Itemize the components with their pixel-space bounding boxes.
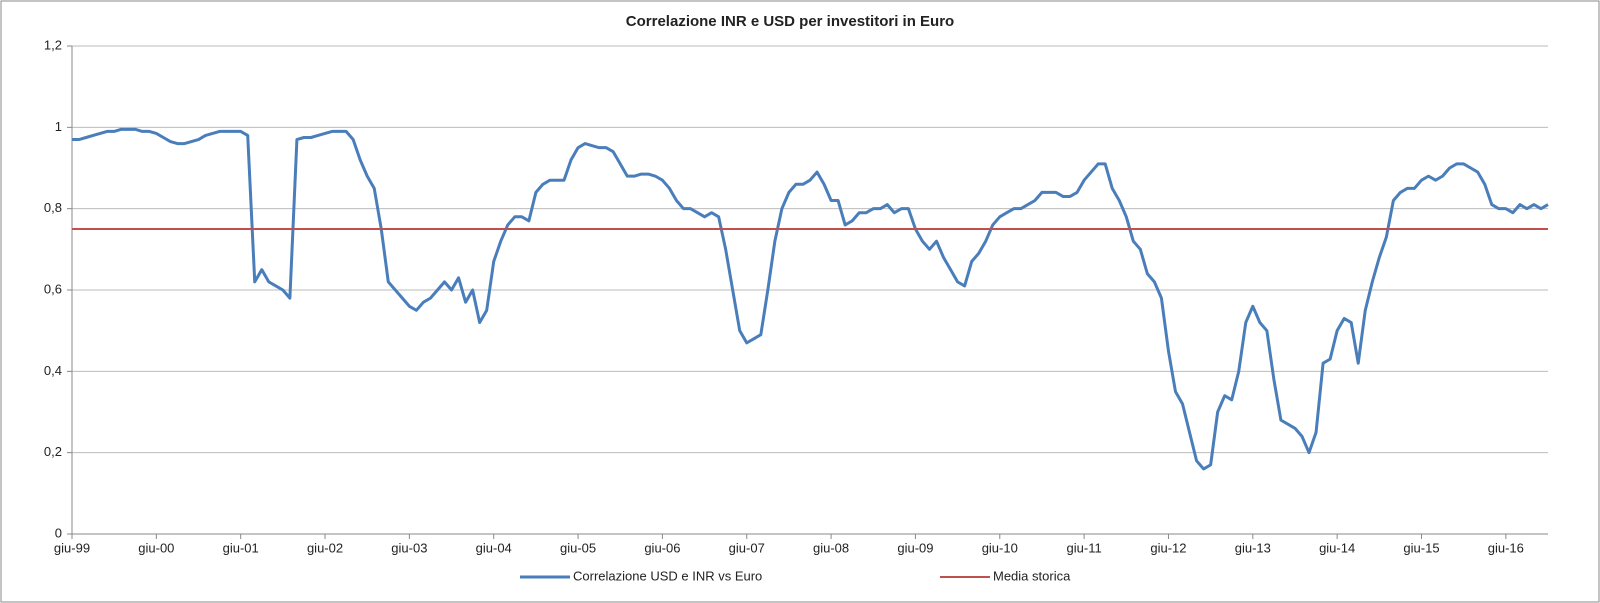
series-line [72,127,1549,471]
y-tick-label: 0,2 [44,444,62,459]
x-tick-label: giu-05 [560,540,596,555]
y-tick-label: 0,4 [44,363,62,378]
y-tick-label: 0,8 [44,200,62,215]
x-tick-label: giu-09 [897,540,933,555]
x-tick-label: giu-00 [138,540,174,555]
x-tick-label: giu-12 [1150,540,1186,555]
y-tick-label: 0,6 [44,281,62,296]
x-tick-label: giu-11 [1067,540,1102,555]
x-tick-label: giu-99 [54,540,90,555]
x-tick-label: giu-14 [1319,540,1355,555]
x-tick-label: giu-16 [1488,540,1524,555]
x-tick-label: giu-01 [223,540,259,555]
x-tick-label: giu-04 [476,540,512,555]
y-tick-label: 0 [55,525,62,540]
x-tick-label: giu-15 [1403,540,1439,555]
x-tick-label: giu-13 [1235,540,1271,555]
y-tick-label: 1 [55,119,62,134]
legend-label: Correlazione USD e INR vs Euro [573,568,762,583]
chart-title: Correlazione INR e USD per investitori i… [626,13,954,30]
y-tick-label: 1,2 [44,37,62,52]
x-tick-label: giu-02 [307,540,343,555]
x-tick-label: giu-10 [982,540,1018,555]
x-tick-label: giu-08 [813,540,849,555]
x-tick-label: giu-07 [729,540,765,555]
x-tick-label: giu-03 [391,540,427,555]
x-tick-label: giu-06 [644,540,680,555]
legend-label: Media storica [993,568,1071,583]
